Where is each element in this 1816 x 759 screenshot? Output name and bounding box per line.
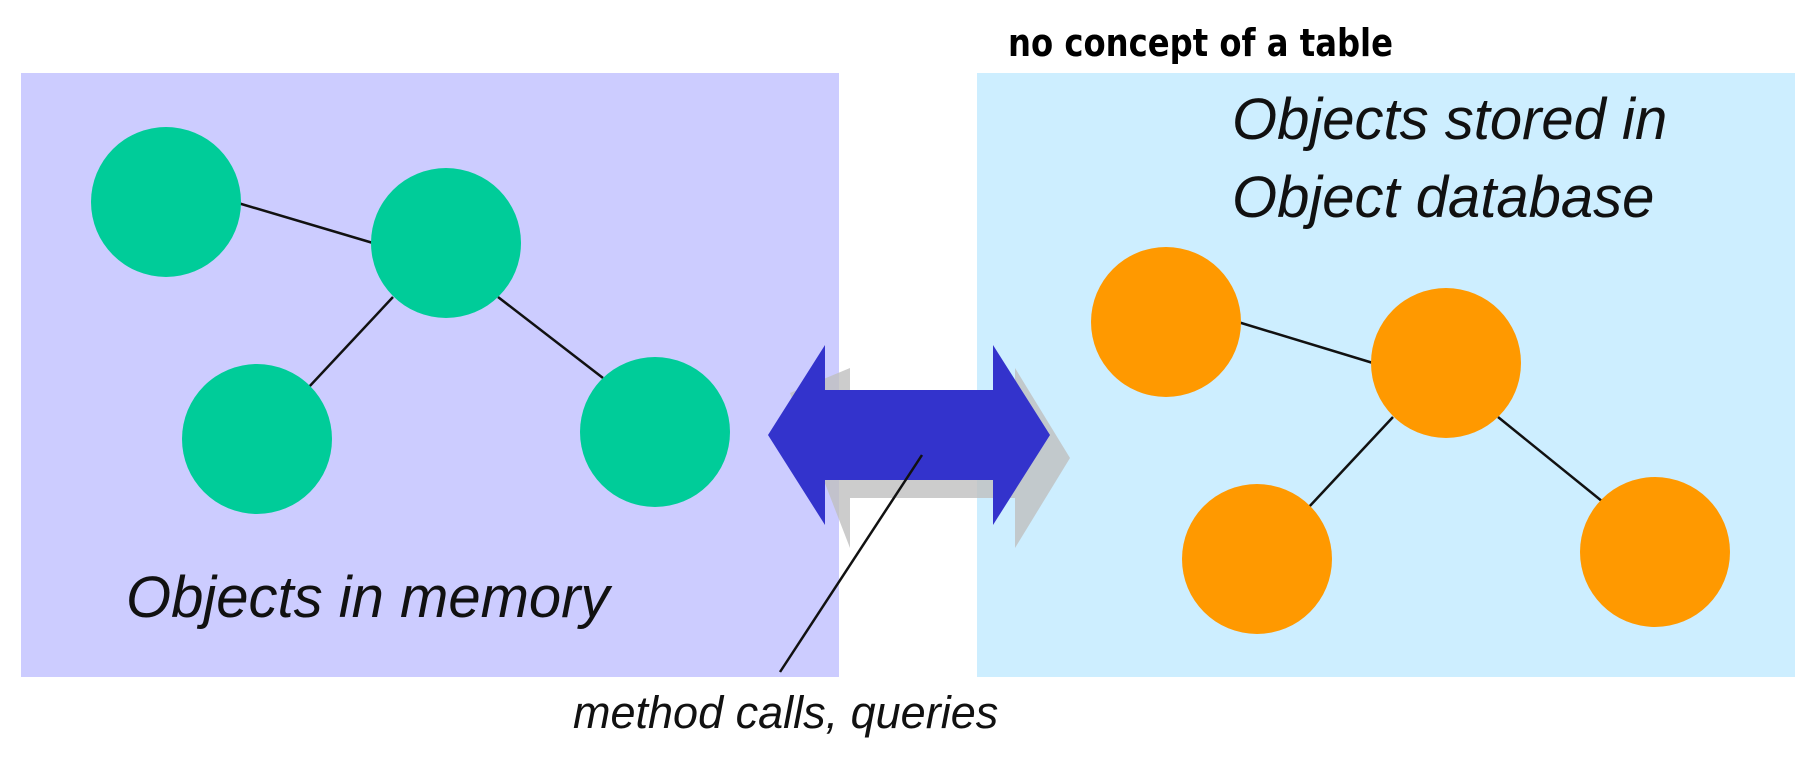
memory-panel-label: Objects in memory	[126, 565, 612, 630]
callout-line	[778, 454, 924, 673]
edge-mid-bottom-left	[1307, 416, 1394, 509]
database-object-node	[1182, 484, 1332, 634]
edge-mid-bottom-right	[1497, 416, 1604, 503]
database-object-node	[1371, 288, 1521, 438]
memory-object-node	[91, 127, 241, 277]
memory-object-node	[580, 357, 730, 507]
handwritten-annotation: no concept of a table	[1008, 21, 1393, 65]
connector-label: method calls, queries	[573, 687, 998, 738]
memory-object-node	[371, 168, 521, 318]
memory-tree-edges	[237, 201, 604, 389]
database-tree-nodes	[1091, 247, 1730, 634]
database-object-node	[1580, 477, 1730, 627]
edge-mid-bottom-right	[497, 296, 604, 379]
double-arrow-icon	[768, 345, 1050, 525]
database-panel-label-line1: Objects stored in	[1232, 87, 1667, 152]
edge-mid-bottom-left	[307, 296, 394, 389]
database-object-node	[1091, 247, 1241, 397]
edge-root-left	[237, 201, 374, 245]
database-tree-edges	[1237, 320, 1604, 509]
database-panel-label-line2: Object database	[1232, 165, 1654, 230]
edge-root-left	[1237, 320, 1374, 365]
memory-tree-nodes	[91, 127, 730, 514]
memory-object-node	[182, 364, 332, 514]
